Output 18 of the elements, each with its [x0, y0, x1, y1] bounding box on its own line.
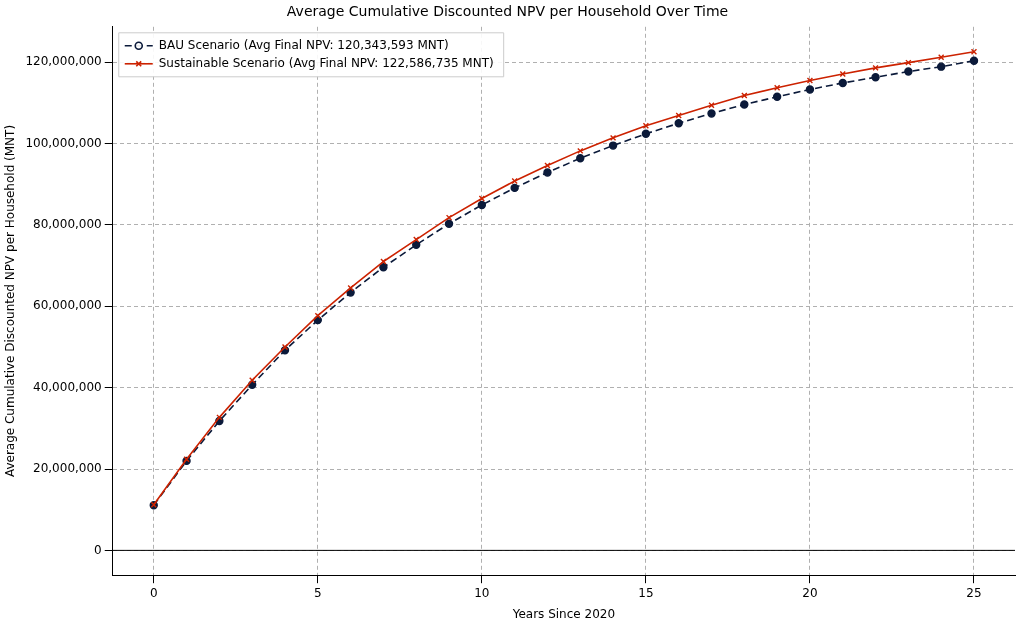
- y-axis-title: Average Cumulative Discounted NPV per Household (MNT): [3, 124, 18, 478]
- x-tick-label: 0: [149, 585, 158, 600]
- y-tick-label: 20,000,000: [33, 461, 102, 476]
- x-tick-label: 20: [802, 585, 818, 600]
- y-tick-label: 80,000,000: [33, 217, 102, 232]
- y-tick-label: 0: [94, 542, 102, 557]
- y-tick-label: 60,000,000: [33, 298, 102, 313]
- chart-title: Average Cumulative Discounted NPV per Household Over Time: [286, 3, 729, 20]
- x-tick-label: 5: [313, 585, 322, 600]
- legend-label: BAU Scenario (Avg Final NPV: 120,343,593 MNT): [158, 37, 449, 52]
- legend-label: Sustainable Scenario (Avg Final NPV: 122,586,735 MNT): [158, 55, 494, 70]
- y-tick-label: 40,000,000: [33, 379, 102, 394]
- x-tick-label: 10: [474, 585, 490, 600]
- y-tick-label: 100,000,000: [25, 135, 102, 150]
- x-tick-label: 25: [966, 585, 982, 600]
- x-tick-label: 15: [638, 585, 654, 600]
- x-axis-title: Years Since 2020: [511, 606, 616, 621]
- y-tick-label: 120,000,000: [25, 54, 102, 69]
